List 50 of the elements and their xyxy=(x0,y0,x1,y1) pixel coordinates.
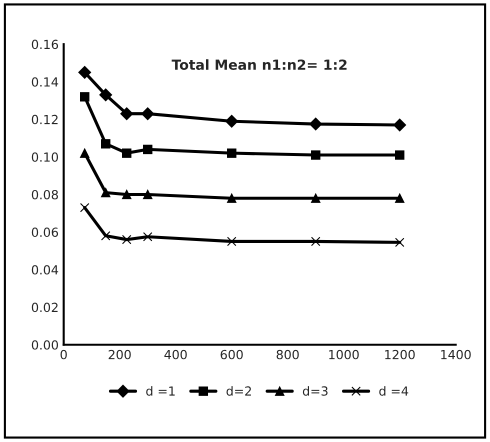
y-tick-label: 0.02 xyxy=(32,302,58,312)
point xyxy=(122,234,132,244)
point xyxy=(122,190,132,200)
text: Total Mean n1:n2= 1:2 xyxy=(172,59,347,70)
point xyxy=(311,194,320,203)
legend-label: d =1 xyxy=(146,386,175,396)
x-tick-label: 1400 xyxy=(441,350,471,360)
point xyxy=(143,190,152,200)
point xyxy=(101,139,110,148)
point xyxy=(143,232,152,242)
x-tick-label: 600 xyxy=(220,350,243,360)
x-tick-label: 1200 xyxy=(385,350,415,360)
x-tick-label: 800 xyxy=(276,350,299,360)
y-tick-label: 0.14 xyxy=(32,77,58,87)
point xyxy=(395,150,404,160)
point xyxy=(80,92,90,102)
x-tick-label: 0 xyxy=(60,350,67,360)
y-tick-label: 0.16 xyxy=(32,40,58,50)
point xyxy=(309,118,322,130)
y-tick-label: 0.12 xyxy=(32,114,58,124)
point xyxy=(393,118,406,132)
y-tick-label: 0.04 xyxy=(32,265,58,275)
point xyxy=(122,148,132,158)
point xyxy=(225,114,238,128)
point xyxy=(101,231,110,240)
point xyxy=(80,148,90,158)
point xyxy=(99,88,112,102)
legend-label: d=2 xyxy=(226,386,251,396)
legend-label: d =4 xyxy=(379,386,408,396)
x-tick-label: 200 xyxy=(108,350,131,360)
point xyxy=(80,202,90,212)
y-tick-label: 0.08 xyxy=(32,190,58,200)
point xyxy=(227,148,236,158)
point xyxy=(227,236,236,246)
point xyxy=(120,107,134,120)
point xyxy=(311,236,320,246)
point xyxy=(311,150,320,160)
point xyxy=(143,144,152,154)
point xyxy=(227,194,236,203)
point xyxy=(78,66,92,79)
y-tick-label: 0.10 xyxy=(32,152,58,162)
point xyxy=(395,194,404,203)
point xyxy=(141,107,154,120)
point xyxy=(101,188,110,198)
y-tick-label: 0.06 xyxy=(32,228,58,237)
point xyxy=(395,238,404,248)
legend-label: d=3 xyxy=(302,386,328,396)
x-tick-label: 1000 xyxy=(329,350,359,360)
y-tick-label: 0.00 xyxy=(32,340,58,350)
x-tick-label: 400 xyxy=(164,350,187,360)
